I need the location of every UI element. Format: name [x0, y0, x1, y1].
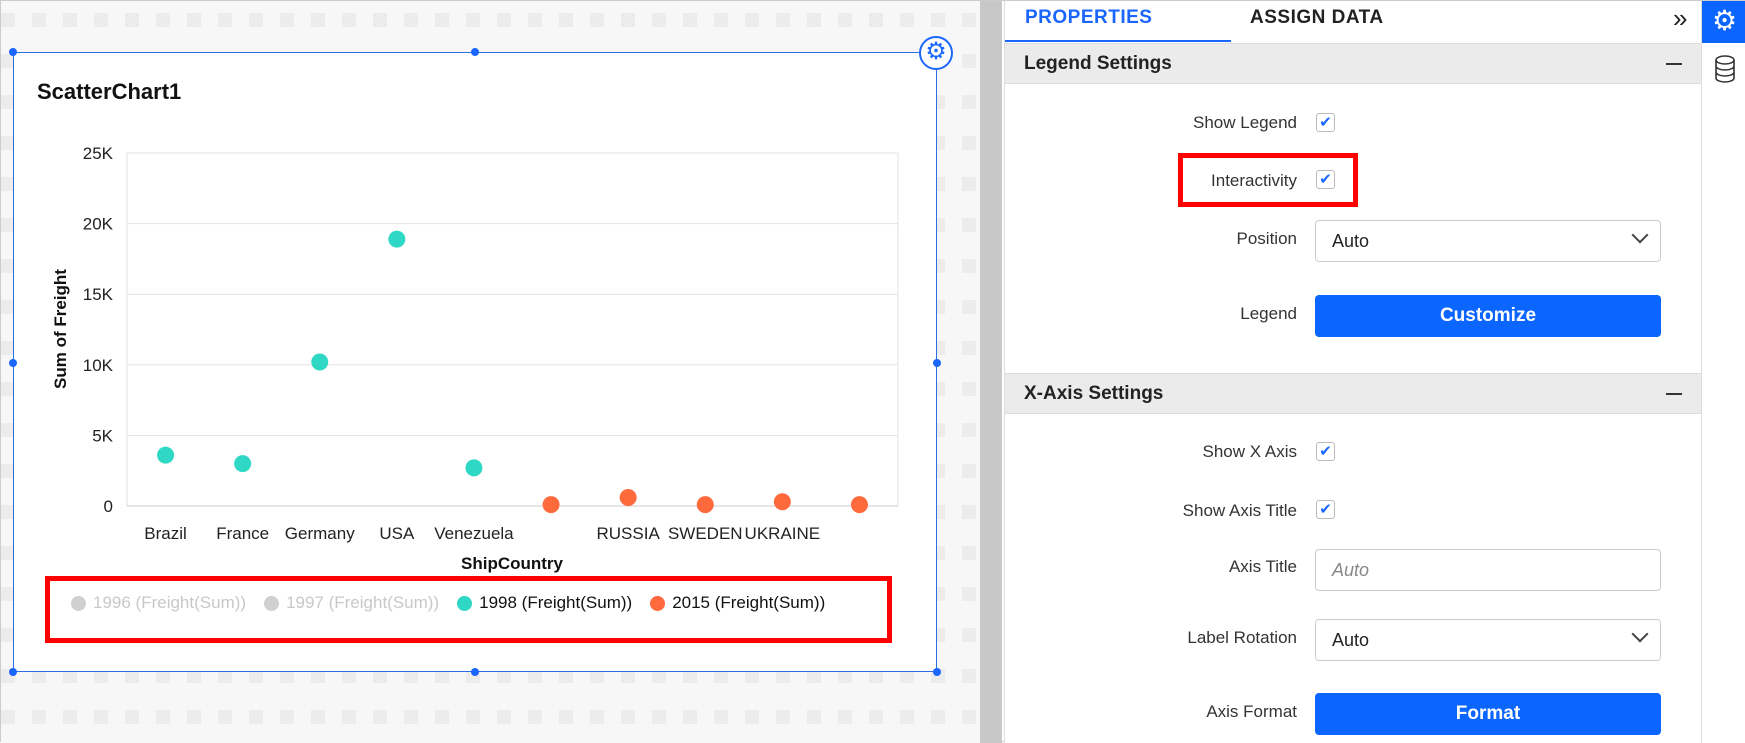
chart-legend: 1996 (Freight(Sum)) 1997 (Freight(Sum)) 19… — [71, 593, 825, 613]
resize-handle[interactable] — [9, 48, 17, 56]
resize-handle[interactable] — [9, 668, 17, 676]
label-rotation-value: Auto — [1332, 630, 1370, 650]
data-point — [388, 230, 406, 248]
data-point — [619, 489, 637, 507]
position-value: Auto — [1332, 231, 1370, 251]
properties-panel: PROPERTIES ASSIGN DATA » Legend Settings… — [1004, 1, 1702, 743]
resize-handle[interactable] — [471, 48, 479, 56]
show-x-axis-checkbox[interactable]: ✔ — [1316, 442, 1335, 461]
collapse-minus-icon[interactable] — [1666, 393, 1682, 395]
x-tick-label: USA — [379, 524, 415, 543]
chart-title: ScatterChart1 — [37, 79, 182, 104]
data-point — [234, 455, 252, 473]
tab-properties[interactable]: PROPERTIES — [1025, 7, 1153, 28]
y-tick-label: 0 — [104, 497, 113, 516]
customize-button[interactable]: Customize — [1315, 295, 1661, 337]
axis-title-label: Axis Title — [1228, 557, 1297, 576]
legend-item[interactable]: 1996 (Freight(Sum)) — [71, 593, 246, 613]
data-point — [542, 496, 560, 514]
x-tick-label: Venezuela — [434, 524, 514, 543]
show-axis-title-checkbox[interactable]: ✔ — [1316, 500, 1335, 519]
legend-item[interactable]: 1997 (Freight(Sum)) — [264, 593, 439, 613]
x-axis-title: ShipCountry — [461, 554, 564, 573]
legend-label: Legend — [1240, 304, 1297, 323]
legend-label: 1996 (Freight(Sum)) — [93, 593, 247, 612]
section-title: X-Axis Settings — [1024, 383, 1164, 404]
legend-item[interactable]: 1998 (Freight(Sum)) — [457, 593, 632, 613]
axis-format-label: Axis Format — [1206, 702, 1297, 721]
legend-highlight-box — [45, 576, 892, 643]
x-tick-label: SWEDEN — [668, 524, 743, 543]
label-rotation-dropdown[interactable]: Auto — [1315, 619, 1661, 661]
data-point — [850, 496, 868, 514]
interactivity-label: Interactivity — [1211, 171, 1297, 190]
x-axis-settings-header[interactable]: X-Axis Settings — [1005, 373, 1702, 414]
interactivity-highlight-box — [1178, 153, 1358, 207]
y-tick-label: 15K — [83, 285, 114, 304]
collapse-minus-icon[interactable] — [1666, 63, 1682, 65]
legend-label: 2015 (Freight(Sum)) — [672, 593, 826, 612]
show-legend-checkbox[interactable]: ✔ — [1316, 113, 1335, 132]
legend-item[interactable]: 2015 (Freight(Sum)) — [650, 593, 825, 613]
position-label: Position — [1236, 229, 1297, 248]
label-rotation-label: Label Rotation — [1187, 628, 1297, 647]
chevron-down-icon — [1631, 625, 1649, 643]
resize-handle[interactable] — [933, 359, 941, 367]
data-point — [157, 446, 175, 464]
position-dropdown[interactable]: Auto — [1315, 220, 1661, 262]
database-icon[interactable] — [1714, 55, 1736, 83]
y-tick-label: 20K — [83, 215, 114, 234]
canvas-scrollbar[interactable] — [980, 1, 1002, 743]
x-tick-label: RUSSIA — [597, 524, 661, 543]
show-legend-label: Show Legend — [1193, 113, 1297, 132]
properties-gear-icon[interactable]: ⚙ — [1702, 1, 1745, 43]
legend-label: 1998 (Freight(Sum)) — [479, 593, 633, 612]
side-icon-strip: ⚙ — [1701, 1, 1745, 743]
y-tick-label: 10K — [83, 356, 114, 375]
x-tick-label: UKRAINE — [745, 524, 821, 543]
plot-area — [126, 152, 899, 507]
y-tick-label: 25K — [83, 144, 114, 163]
section-title: Legend Settings — [1024, 53, 1172, 74]
format-button[interactable]: Format — [1315, 693, 1661, 735]
active-tab-indicator — [1005, 40, 1231, 42]
interactivity-checkbox[interactable]: ✔ — [1316, 170, 1335, 189]
collapse-panel-icon[interactable]: » — [1673, 3, 1688, 33]
data-point — [696, 496, 714, 514]
legend-settings-header[interactable]: Legend Settings — [1005, 43, 1702, 84]
legend-marker-icon — [457, 595, 473, 611]
legend-marker-icon — [650, 595, 666, 611]
resize-handle[interactable] — [933, 668, 941, 676]
legend-label: 1997 (Freight(Sum)) — [286, 593, 440, 612]
chevron-down-icon — [1631, 226, 1649, 244]
resize-handle[interactable] — [471, 668, 479, 676]
legend-marker-icon — [264, 595, 280, 611]
x-tick-label: Germany — [285, 524, 355, 543]
data-point — [311, 353, 329, 371]
show-axis-title-label: Show Axis Title — [1182, 501, 1297, 520]
x-tick-label: France — [216, 524, 269, 543]
show-x-axis-label: Show X Axis — [1202, 442, 1298, 461]
tab-assign-data[interactable]: ASSIGN DATA — [1250, 7, 1384, 28]
axis-title-input[interactable]: Auto — [1315, 549, 1661, 591]
x-tick-label: Brazil — [144, 524, 187, 543]
y-tick-label: 5K — [92, 426, 113, 445]
resize-handle[interactable] — [9, 359, 17, 367]
widget-settings-gear-icon[interactable]: ⚙ — [919, 36, 953, 70]
y-axis-title: Sum of Freight — [51, 269, 70, 389]
scatter-chart: 0 5K 10K 15K 20K 25K Brazil France Germany USA Ven… — [51, 144, 899, 573]
data-point — [773, 493, 791, 511]
legend-marker-icon — [71, 595, 86, 611]
data-point — [465, 459, 483, 477]
